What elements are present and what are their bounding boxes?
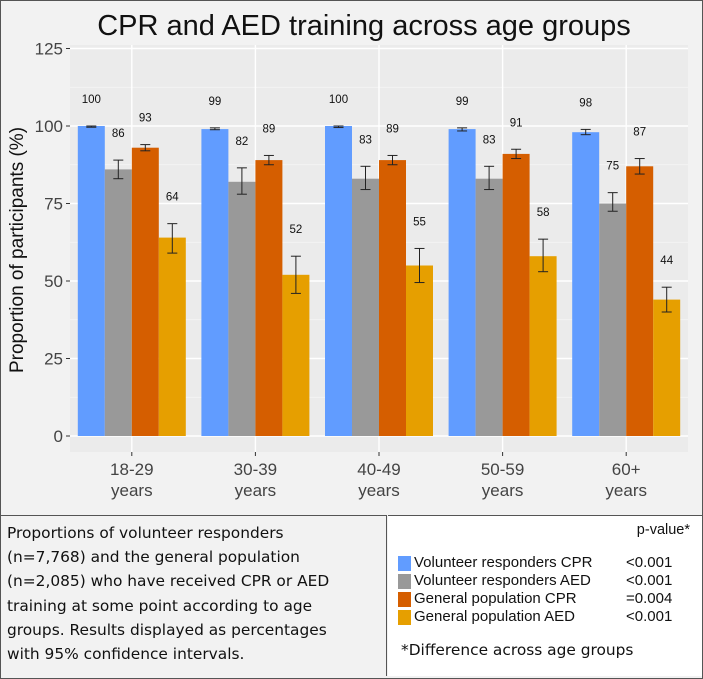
legend-swatch	[398, 592, 411, 607]
bar	[325, 126, 352, 436]
category-sublabel: years	[482, 481, 524, 500]
data-label: 93	[139, 113, 152, 125]
data-label: 100	[329, 94, 348, 106]
category-label: 50-59	[481, 460, 524, 479]
bar	[653, 299, 681, 436]
category-label: 30-39	[234, 460, 277, 479]
category-label: 40-49	[357, 460, 400, 479]
legend-label: General population CPR	[414, 590, 577, 607]
legend-label: General population AED	[414, 608, 575, 625]
y-tick-label: 50	[44, 272, 63, 291]
category-sublabel: years	[358, 481, 400, 500]
legend-pvalue: <0.001	[626, 608, 673, 625]
category-sublabel: years	[235, 481, 277, 500]
data-label: 83	[483, 134, 496, 146]
data-label: 89	[386, 123, 399, 135]
bar	[77, 126, 105, 436]
bar	[529, 256, 557, 436]
description-line: (n=2,085) who have received CPR or AED	[7, 572, 330, 591]
legend-pvalue: <0.001	[626, 554, 673, 571]
bar	[201, 129, 229, 436]
legend-label: Volunteer responders CPR	[414, 554, 593, 571]
y-tick-label: 25	[44, 350, 63, 369]
category-sublabel: years	[111, 481, 153, 500]
bar	[228, 181, 256, 436]
bar	[158, 237, 186, 436]
description-box: Proportions of volunteer responders (n=7…	[1, 515, 387, 676]
data-label: 58	[537, 207, 550, 219]
pvalue-header: p-value*	[636, 522, 690, 538]
data-label: 64	[166, 192, 179, 204]
legend-item-general-aed: General population AED <0.001	[398, 608, 698, 626]
data-label: 98	[579, 97, 592, 109]
bar	[502, 153, 530, 436]
bar	[282, 274, 310, 436]
legend-item-volunteer-cpr: Volunteer responders CPR <0.001	[398, 554, 698, 572]
data-label: 100	[82, 94, 101, 106]
y-axis-label: Proportion of participants (%)	[7, 127, 28, 373]
legend-item-volunteer-aed: Volunteer responders AED <0.001	[398, 572, 698, 590]
x-axis-categories: 18-29 years 30-39 years 40-49 years 50-59 years…	[110, 460, 647, 500]
data-label: 83	[359, 134, 372, 146]
description-line: Proportions of volunteer responders	[7, 524, 284, 542]
y-tick-label: 0	[54, 427, 63, 446]
data-label: 87	[633, 127, 646, 139]
category-label: 18-29	[110, 460, 153, 479]
data-label: 91	[510, 117, 523, 129]
bar	[255, 160, 283, 436]
y-tick-label: 75	[44, 195, 63, 214]
bars	[77, 126, 681, 437]
data-label: 89	[263, 123, 276, 135]
y-axis-ticks: 0 25 50 75 100 125	[35, 40, 627, 456]
bar	[572, 132, 600, 436]
legend-swatch	[398, 556, 411, 571]
legend-box: p-value* Volunteer responders CPR <0.001…	[388, 515, 702, 676]
category-sublabel: years	[605, 481, 647, 500]
data-label: 99	[209, 96, 222, 108]
legend-swatch	[398, 610, 411, 625]
error-bars	[86, 125, 672, 313]
y-tick-label: 100	[35, 117, 63, 136]
bar	[379, 160, 406, 436]
description-line: (n=7,768) and the general population	[7, 548, 300, 567]
data-label: 75	[606, 161, 619, 173]
data-label: 44	[660, 255, 673, 267]
bar	[448, 129, 476, 436]
legend-label: Volunteer responders AED	[414, 572, 591, 589]
description-line: training at some point according to age	[7, 596, 313, 615]
category-label: 60+	[612, 460, 641, 479]
legend-item-general-cpr: General population CPR =0.004	[398, 590, 698, 608]
description-line: with 95% confidence intervals.	[7, 645, 245, 664]
y-tick-label: 125	[35, 40, 63, 59]
bar-chart: CPR and AED training across age groups P…	[7, 10, 688, 500]
bar	[406, 265, 433, 436]
legend-pvalue: <0.001	[626, 572, 673, 589]
description-line: groups. Results displayed as percentages	[7, 620, 327, 639]
bar	[104, 169, 132, 436]
bar	[626, 166, 654, 437]
legend-pvalue: =0.004	[626, 590, 673, 607]
data-label: 99	[456, 96, 469, 108]
data-label: 82	[236, 136, 249, 148]
chart-title: CPR and AED training across age groups	[97, 10, 631, 42]
data-labels: 100 86 93 64 99 82 89 52 100 83 89 55 99 83 91 58 98 75 87…	[82, 94, 674, 267]
legend-swatch	[398, 574, 411, 589]
bar	[599, 203, 627, 436]
footnote: *Difference across age groups	[401, 641, 634, 659]
data-label: 86	[112, 128, 125, 140]
data-label: 55	[413, 216, 426, 228]
bar	[131, 147, 159, 436]
bar	[475, 178, 503, 436]
bar	[352, 178, 379, 436]
data-label: 52	[290, 224, 303, 236]
